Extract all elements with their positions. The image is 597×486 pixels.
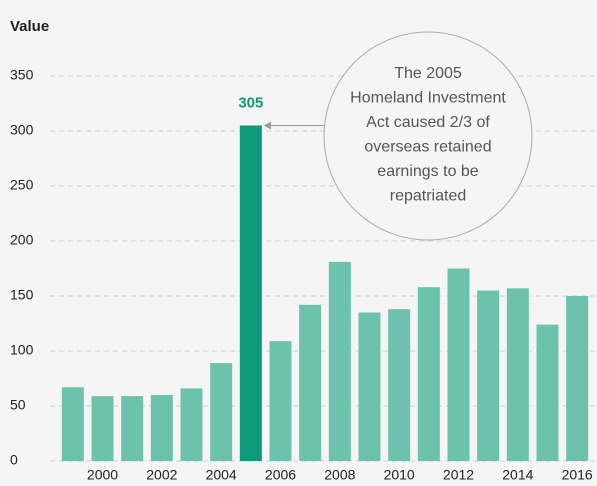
y-axis-label: Value (10, 18, 49, 35)
y-tick-label: 50 (10, 397, 26, 413)
annotation-text: The 2005 (394, 65, 462, 82)
bar (150, 395, 173, 461)
y-tick-label: 150 (10, 287, 34, 303)
bar (239, 125, 262, 461)
y-tick-label: 100 (10, 342, 34, 358)
x-tick-label: 2004 (206, 467, 237, 483)
x-tick-label: 2006 (265, 467, 296, 483)
x-tick-label: 2010 (384, 467, 415, 483)
y-tick-label: 200 (10, 232, 34, 248)
x-tick-label: 2000 (87, 467, 118, 483)
annotation-text: repatriated (390, 188, 467, 205)
annotation-text: overseas retained (364, 139, 491, 156)
annotation-circle (323, 31, 533, 241)
y-tick-label: 250 (10, 177, 34, 193)
bar (269, 341, 292, 461)
bar (328, 261, 351, 461)
x-tick-label: 2016 (562, 467, 593, 483)
bar (91, 396, 114, 461)
y-tick-label: 0 (10, 452, 18, 468)
bar (417, 287, 440, 461)
annotation-text: Act caused 2/3 of (366, 114, 490, 131)
bar (121, 396, 144, 461)
y-tick-label: 350 (10, 67, 34, 83)
annotation-arrowhead (263, 121, 271, 130)
y-tick-label: 300 (10, 122, 34, 138)
x-tick-label: 2014 (502, 467, 533, 483)
annotation-text: earnings to be (377, 163, 479, 180)
bar (447, 268, 470, 461)
bar (388, 309, 411, 461)
x-tick-label: 2012 (443, 467, 474, 483)
bar (536, 324, 559, 461)
bar (477, 290, 500, 461)
bar (210, 363, 233, 461)
x-tick-label: 2002 (146, 467, 177, 483)
bar (299, 304, 322, 461)
x-tick-label: 2008 (324, 467, 355, 483)
bar (61, 387, 84, 461)
bar (566, 296, 589, 461)
bar (180, 388, 203, 461)
bar (358, 312, 381, 461)
bar (506, 288, 529, 461)
annotation-text: Homeland Investment (350, 90, 506, 107)
data-label: 305 (238, 94, 263, 111)
